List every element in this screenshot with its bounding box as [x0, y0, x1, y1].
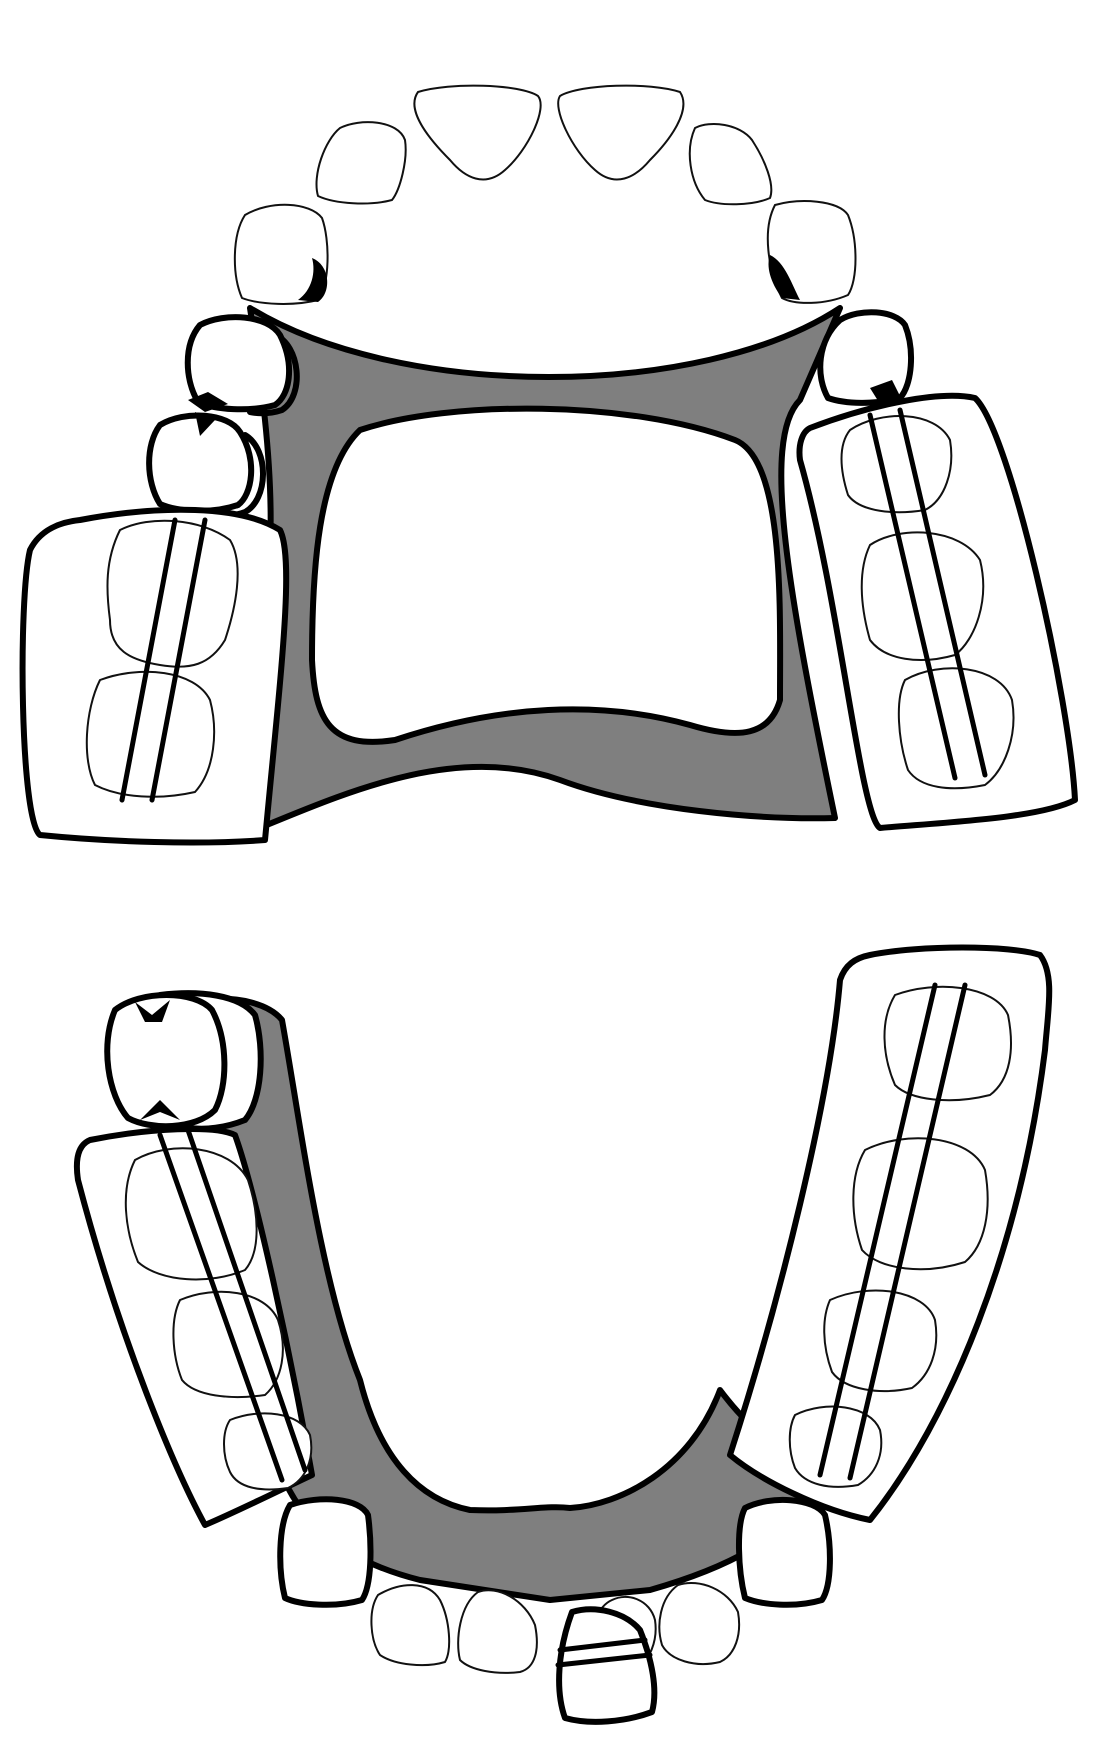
upper-premolar-clasp-right-2	[195, 412, 215, 436]
upper-premolar-right-2	[146, 412, 255, 514]
upper-premolar-right-1-shadow	[247, 332, 300, 417]
upper-right-molar-cap	[19, 506, 290, 846]
upper-palatal-plate	[232, 305, 843, 841]
lower-left-molar-1	[883, 985, 1012, 1102]
upper-left-molar-cap	[796, 392, 1078, 831]
lower-incisor-crown	[555, 1606, 658, 1725]
upper-arch	[19, 84, 1078, 846]
lower-canine-right	[277, 1496, 374, 1608]
lower-left-molar-4	[788, 1405, 883, 1488]
lower-incisor-crown-band-1	[557, 1637, 648, 1653]
upper-right-wire-2	[149, 517, 208, 803]
upper-canine-clasp-left	[768, 255, 800, 300]
lower-right-wire-2	[185, 1127, 308, 1473]
lower-central-incisor-right	[457, 1589, 538, 1674]
upper-canine-clasp-right	[298, 258, 328, 302]
upper-premolar-clasp-right-1	[188, 392, 228, 412]
upper-right-molar-1	[106, 519, 239, 668]
lower-left-molar-2	[852, 1137, 989, 1271]
lower-rear-tooth-clasp-top	[135, 1000, 170, 1022]
upper-premolar-clasp-left	[870, 380, 902, 404]
lower-canine-left	[736, 1496, 833, 1608]
upper-right-wire-1	[119, 517, 178, 803]
upper-left-molar-3	[897, 667, 1015, 790]
lower-incisor-crown-outline	[556, 1606, 658, 1725]
lower-right-molar-1	[124, 1147, 258, 1281]
lower-rear-tooth-right	[104, 992, 228, 1130]
upper-premolar-left-1	[817, 309, 914, 406]
lower-right-molar-cap	[73, 1126, 315, 1528]
upper-left-molar-1	[840, 415, 953, 514]
upper-left-wire-2	[897, 407, 988, 778]
upper-left-wire-1	[867, 412, 958, 781]
upper-premolar-right-1	[184, 314, 293, 413]
lower-lateral-incisor-left	[658, 1582, 740, 1666]
lower-left-wire-1	[817, 982, 938, 1478]
upper-lateral-incisor-left	[688, 123, 773, 206]
lower-rear-tooth-clasp-bottom	[140, 1100, 180, 1120]
upper-incisor-1	[413, 84, 542, 181]
lower-right-wire-1	[157, 1132, 285, 1483]
lower-left-wire-2	[847, 982, 968, 1481]
upper-lateral-incisor-right	[315, 121, 407, 205]
lower-lateral-incisor-right	[370, 1584, 451, 1667]
lower-left-molar-cap	[727, 944, 1053, 1523]
upper-right-molar-2	[85, 670, 216, 798]
upper-incisor-2	[557, 84, 685, 181]
lower-arch	[73, 944, 1053, 1725]
lower-incisor-crown-band-2	[555, 1652, 653, 1668]
lower-right-molar-2	[172, 1290, 284, 1398]
